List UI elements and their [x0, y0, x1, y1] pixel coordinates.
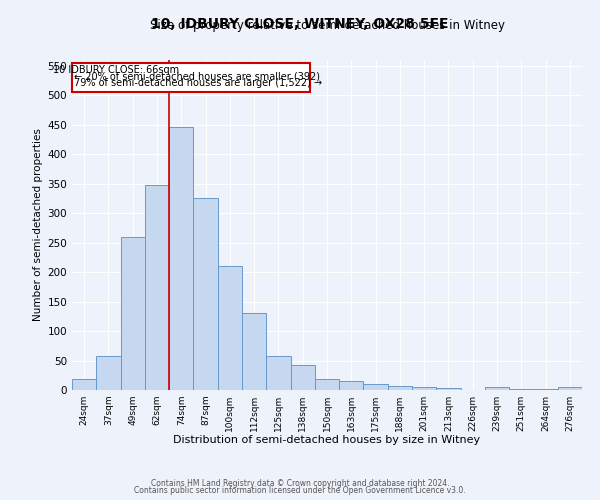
Bar	[485, 387, 509, 390]
Bar	[193, 198, 218, 390]
Bar	[412, 387, 436, 390]
Bar	[121, 237, 145, 390]
Text: Contains public sector information licensed under the Open Government Licence v3: Contains public sector information licen…	[134, 486, 466, 495]
Text: 10 IDBURY CLOSE: 66sqm: 10 IDBURY CLOSE: 66sqm	[53, 64, 179, 74]
Bar	[533, 389, 558, 390]
Bar	[145, 185, 169, 390]
Y-axis label: Number of semi-detached properties: Number of semi-detached properties	[33, 128, 43, 322]
Bar	[436, 388, 461, 390]
Text: 79% of semi-detached houses are larger (1,522) →: 79% of semi-detached houses are larger (…	[74, 78, 323, 88]
Bar	[266, 356, 290, 390]
Bar	[218, 266, 242, 390]
Bar	[315, 380, 339, 390]
Bar	[242, 314, 266, 390]
Bar	[96, 356, 121, 390]
Text: 10, IDBURY CLOSE, WITNEY, OX28 5FE: 10, IDBURY CLOSE, WITNEY, OX28 5FE	[151, 18, 449, 32]
Bar	[339, 381, 364, 390]
Bar	[169, 126, 193, 390]
X-axis label: Distribution of semi-detached houses by size in Witney: Distribution of semi-detached houses by …	[173, 436, 481, 446]
Text: Contains HM Land Registry data © Crown copyright and database right 2024.: Contains HM Land Registry data © Crown c…	[151, 478, 449, 488]
Text: ← 20% of semi-detached houses are smaller (392): ← 20% of semi-detached houses are smalle…	[74, 71, 320, 81]
FancyBboxPatch shape	[72, 63, 310, 92]
Bar	[290, 365, 315, 390]
Bar	[558, 387, 582, 390]
Bar	[509, 389, 533, 390]
Title: Size of property relative to semi-detached houses in Witney: Size of property relative to semi-detach…	[149, 20, 505, 32]
Bar	[388, 386, 412, 390]
Bar	[364, 384, 388, 390]
Bar	[72, 380, 96, 390]
